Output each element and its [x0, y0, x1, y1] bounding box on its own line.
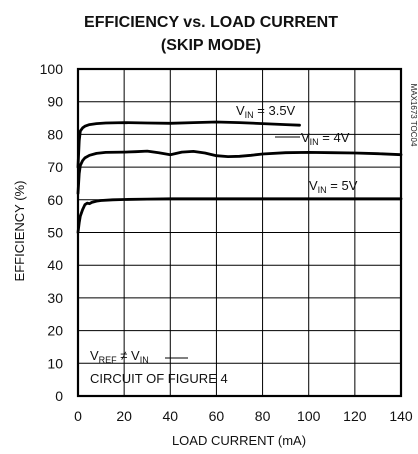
y-tick-label-50: 50 [47, 225, 63, 241]
x-tick-label-40: 40 [162, 408, 178, 424]
y-axis-label: EFFICIENCY (%) [12, 181, 27, 282]
side-code-label: MAX1673 TOC04 [409, 84, 418, 147]
x-tick-label-60: 60 [209, 408, 225, 424]
series-label-vin-5v: VIN = 5V [309, 178, 358, 195]
x-tick-label-140: 140 [389, 408, 413, 424]
chart-subtitle: (SKIP MODE) [161, 37, 261, 54]
series-label-vin-4v: VIN = 4V [301, 130, 350, 147]
x-tick-label-120: 120 [343, 408, 367, 424]
y-tick-label-70: 70 [47, 159, 63, 175]
y-tick-label-100: 100 [40, 61, 64, 77]
y-tick-label-80: 80 [47, 126, 63, 142]
gridlines [77, 68, 402, 397]
y-tick-labels: 0 10 20 30 40 50 60 70 80 90 100 [40, 61, 64, 404]
y-tick-label-10: 10 [47, 355, 63, 371]
series-label-vin-3p5v: VIN = 3.5V [236, 103, 296, 120]
y-tick-label-60: 60 [47, 192, 63, 208]
x-tick-label-0: 0 [74, 408, 82, 424]
x-tick-labels: 0 20 40 60 80 100 120 140 [74, 408, 413, 424]
y-tick-label-90: 90 [47, 94, 63, 110]
series-layer [76, 120, 403, 234]
y-tick-label-0: 0 [55, 388, 63, 404]
y-tick-label-20: 20 [47, 323, 63, 339]
annotation-vref: VREF ≠ VIN [90, 348, 149, 365]
series-line-vin-5v [76, 197, 403, 234]
y-tick-label-30: 30 [47, 290, 63, 306]
annotation-circuit: CIRCUIT OF FIGURE 4 [90, 371, 228, 386]
x-tick-label-80: 80 [255, 408, 271, 424]
chart-title: EFFICIENCY vs. LOAD CURRENT [84, 14, 338, 31]
x-tick-label-100: 100 [297, 408, 321, 424]
series-line-vin-4v [76, 149, 403, 195]
series-line-vin-3p5v [76, 120, 301, 169]
x-axis-label: LOAD CURRENT (mA) [172, 433, 306, 448]
x-tick-label-20: 20 [116, 408, 132, 424]
y-tick-label-40: 40 [47, 257, 63, 273]
series-labels: VIN = 3.5V VIN = 4V VIN = 5V [236, 103, 358, 195]
